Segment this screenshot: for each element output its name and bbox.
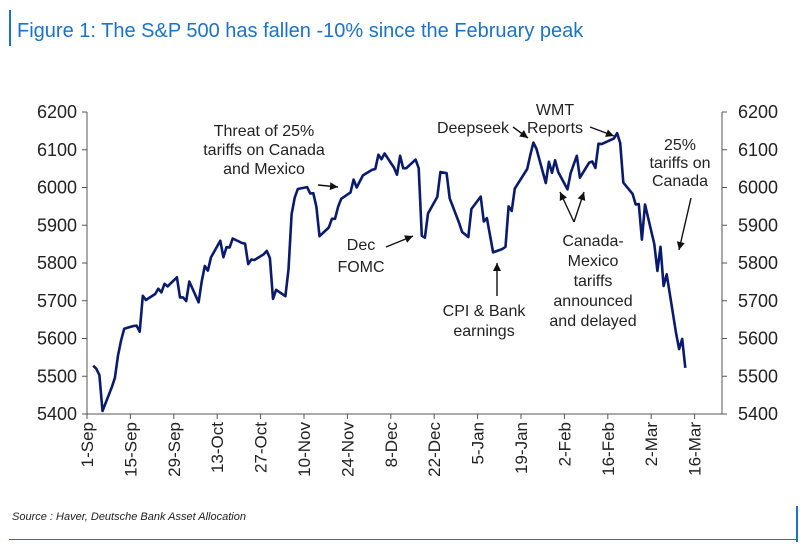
annotation-label: earnings — [453, 323, 514, 340]
annotation-label: Mexico — [568, 253, 619, 270]
annotation-label: Canada — [652, 173, 708, 190]
annotation-label: Dec — [347, 237, 375, 254]
annotation-label: WMT — [536, 102, 574, 119]
annotation-label: 25% — [664, 137, 696, 154]
y-tick-label-left: 6200 — [37, 102, 77, 122]
cpi-arrow-head — [493, 263, 501, 271]
y-tick-label-left: 5700 — [37, 291, 77, 311]
x-tick-label: 5-Jan — [469, 422, 488, 465]
canada-mexico-arrow-2-head — [577, 192, 586, 201]
threat-arrow-head — [329, 182, 338, 191]
bottom-rule — [9, 539, 798, 540]
annotation-label: tariffs on Canada — [203, 142, 325, 159]
y-tick-label-right: 5800 — [738, 253, 778, 273]
tariffs-canada-arrow-head — [676, 241, 685, 250]
deepseek-arrow-head — [519, 130, 528, 138]
x-tick-label: 16-Mar — [686, 422, 705, 476]
y-tick-label-right: 5700 — [738, 291, 778, 311]
canada-mexico-arrow-1-head — [559, 192, 568, 201]
x-tick-label: 27-Oct — [252, 422, 271, 473]
x-tick-label: 29-Sep — [165, 422, 184, 477]
wmt-arrow-head — [605, 129, 614, 137]
annotation-label: and delayed — [549, 313, 636, 330]
x-tick-label: 22-Dec — [425, 422, 444, 477]
y-tick-label-right: 5400 — [738, 404, 778, 424]
x-tick-label: 16-Feb — [599, 422, 618, 476]
y-tick-label-left: 6000 — [37, 178, 77, 198]
annotation-label: Deepseek — [437, 120, 510, 137]
x-tick-label: 8-Dec — [382, 422, 401, 468]
annotation-label: tariffs — [574, 273, 613, 290]
y-tick-label-left: 5900 — [37, 215, 77, 235]
y-tick-label-right: 6100 — [738, 140, 778, 160]
source-note: Source : Haver, Deutsche Bank Asset Allo… — [12, 511, 246, 523]
y-tick-label-right: 5900 — [738, 215, 778, 235]
annotation-label: Threat of 25% — [214, 123, 315, 140]
figure-title: Figure 1: The S&P 500 has fallen -10% si… — [17, 20, 584, 42]
annotation-label: CPI & Bank — [443, 303, 527, 320]
y-tick-label-left: 5400 — [37, 404, 77, 424]
annotation-label: tariffs on — [649, 155, 710, 172]
y-tick-label-right: 6200 — [738, 102, 778, 122]
y-tick-label-right: 5600 — [738, 329, 778, 349]
y-tick-label-right: 6000 — [738, 178, 778, 198]
annotation-label: Reports — [527, 120, 583, 137]
title-accent-bar — [9, 10, 11, 46]
annotation-label: FOMC — [337, 259, 384, 276]
x-tick-label: 19-Jan — [512, 422, 531, 474]
annotation-label: Canada- — [562, 233, 623, 250]
y-tick-label-left: 5500 — [37, 366, 77, 386]
footer-accent-bar — [796, 506, 798, 542]
annotation-label: announced — [553, 293, 632, 310]
x-tick-label: 13-Oct — [208, 422, 227, 473]
fomc-arrow-head — [404, 235, 413, 243]
x-tick-label: 1-Sep — [78, 422, 97, 467]
sp500-series-line — [92, 131, 687, 413]
y-tick-label-right: 5500 — [738, 366, 778, 386]
y-tick-label-left: 5800 — [37, 253, 77, 273]
x-tick-label: 2-Mar — [642, 422, 661, 467]
annotation-label: and Mexico — [223, 161, 305, 178]
tariffs-canada-arrow — [678, 197, 692, 251]
x-tick-label: 10-Nov — [295, 422, 314, 477]
x-tick-label: 2-Feb — [555, 422, 574, 466]
y-tick-label-left: 6100 — [37, 140, 77, 160]
x-tick-label: 15-Sep — [121, 422, 140, 477]
y-tick-label-left: 5600 — [37, 329, 77, 349]
x-tick-label: 24-Nov — [338, 422, 357, 477]
